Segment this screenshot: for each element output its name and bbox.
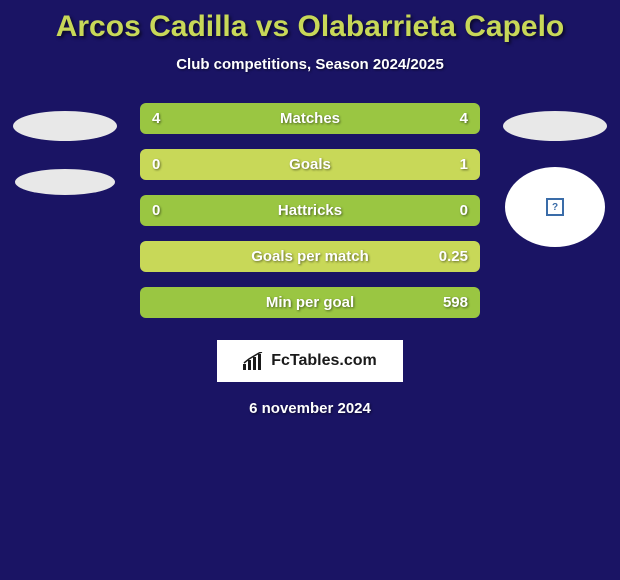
stat-right-value: 1 — [428, 156, 468, 173]
stat-right-value: 0 — [428, 202, 468, 219]
fctables-logo-text: FcTables.com — [271, 352, 377, 370]
stat-left-value: 0 — [152, 202, 192, 219]
stat-label: Matches — [280, 110, 340, 127]
date-label: 6 november 2024 — [249, 400, 371, 417]
stat-bar-hattricks: 0 Hattricks 0 — [140, 195, 480, 226]
comparison-title: Arcos Cadilla vs Olabarrieta Capelo — [56, 10, 565, 44]
player-right-avatar — [503, 111, 607, 141]
player-left-avatar — [13, 111, 117, 141]
stat-left-value: 4 — [152, 110, 192, 127]
stat-label: Goals per match — [251, 248, 369, 265]
stat-right-value: 598 — [428, 294, 468, 311]
stat-bar-matches: 4 Matches 4 — [140, 103, 480, 134]
stats-column: 4 Matches 4 0 Goals 1 0 Hattricks 0 Goals per mat… — [140, 103, 480, 318]
stat-label: Goals — [289, 156, 331, 173]
stat-label: Hattricks — [278, 202, 342, 219]
fctables-logo: FcTables.com — [217, 340, 403, 382]
season-subtitle: Club competitions, Season 2024/2025 — [176, 56, 444, 73]
bar-chart-icon — [243, 352, 265, 370]
stat-bar-goals: 0 Goals 1 — [140, 149, 480, 180]
stat-left-value: 0 — [152, 156, 192, 173]
player-left-column — [10, 103, 120, 195]
player-left-name-placeholder — [15, 169, 115, 195]
stat-bar-min-per-goal: Min per goal 598 — [140, 287, 480, 318]
stat-right-value: 0.25 — [428, 248, 468, 265]
player-right-column: ? — [500, 103, 610, 247]
stat-label: Min per goal — [266, 294, 354, 311]
stat-right-value: 4 — [428, 110, 468, 127]
comparison-row: 4 Matches 4 0 Goals 1 0 Hattricks 0 Goals per mat… — [0, 103, 620, 318]
player-right-team-badge: ? — [505, 167, 605, 247]
stat-bar-goals-per-match: Goals per match 0.25 — [140, 241, 480, 272]
team-logo-icon: ? — [546, 198, 564, 216]
